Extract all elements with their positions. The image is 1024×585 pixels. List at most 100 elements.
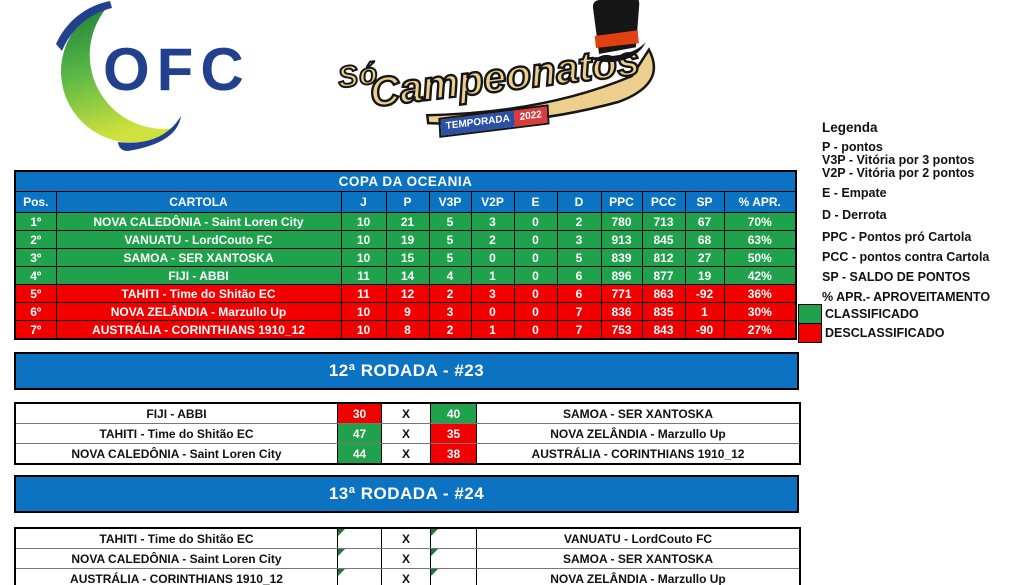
- match-row: FIJI - ABBI 30 X 40 SAMOA - SER XANTOSKA: [16, 404, 799, 423]
- round13-title: 13ª RODADA - #24: [328, 484, 485, 503]
- sp-cell: 1: [684, 302, 725, 321]
- legend-classified-row: CLASSIFICADO: [798, 304, 1024, 324]
- ppc-cell: 896: [600, 266, 643, 285]
- v2p-cell: 2: [470, 230, 515, 249]
- sp-cell: 68: [684, 230, 725, 249]
- e-cell: 0: [513, 212, 558, 231]
- d-cell: 7: [556, 320, 602, 340]
- apr-cell: 30%: [723, 302, 797, 321]
- legend-item: D - Derrota: [822, 208, 887, 222]
- j-cell: 10: [340, 302, 387, 321]
- legend-item: PCC - pontos contra Cartola: [822, 250, 990, 264]
- classified-swatch: [798, 304, 822, 324]
- match-row: NOVA CALEDÔNIA - Saint Loren City X SAMO…: [16, 548, 799, 568]
- apr-cell: 70%: [723, 212, 797, 231]
- cartola-cell: NOVA CALEDÔNIA - Saint Loren City: [55, 212, 342, 231]
- pos-cell: 7º: [14, 320, 57, 340]
- j-cell: 10: [340, 212, 387, 231]
- pos-cell: 4º: [14, 266, 57, 285]
- v2p-cell: 0: [470, 248, 515, 267]
- col-header-e: E: [513, 191, 558, 213]
- e-cell: 0: [513, 266, 558, 285]
- standings-row: 3º SAMOA - SER XANTOSKA 10 15 5 0 0 5 83…: [14, 248, 797, 267]
- versus-x: X: [401, 406, 410, 421]
- temporada-year: 2022: [514, 106, 548, 127]
- legend-item: % APR.- APROVEITAMENTO: [822, 290, 991, 304]
- d-cell: 7: [556, 302, 602, 321]
- declassified-swatch: [798, 323, 822, 343]
- legend-item: PPC - Pontos pró Cartola: [822, 230, 972, 244]
- e-cell: 0: [513, 320, 558, 340]
- pcc-cell: 845: [641, 230, 686, 249]
- home-score-empty: [337, 569, 382, 585]
- p-cell: 9: [385, 302, 430, 321]
- ofc-crescent-icon: [56, 1, 181, 151]
- e-cell: 0: [513, 284, 558, 303]
- e-cell: 0: [513, 302, 558, 321]
- apr-cell: 27%: [723, 320, 797, 340]
- home-score-empty: [337, 549, 382, 568]
- away-team: SAMOA - SER XANTOSKA: [562, 406, 713, 421]
- home-score: 30: [337, 404, 382, 423]
- col-header-pcc: PCC: [641, 191, 686, 213]
- v2p-cell: 3: [470, 284, 515, 303]
- ofc-wordmark: OFC: [103, 36, 251, 103]
- round12-banner: 12ª RODADA - #23: [14, 352, 799, 390]
- standings-title: COPA DA OCEANIA: [14, 170, 797, 192]
- ppc-cell: 839: [600, 248, 643, 267]
- v2p-cell: 1: [470, 320, 515, 340]
- apr-cell: 36%: [723, 284, 797, 303]
- col-header-cartola: CARTOLA: [55, 191, 342, 213]
- match-row: TAHITI - Time do Shitão EC 47 X 35 NOVA …: [16, 423, 799, 443]
- pcc-cell: 843: [641, 320, 686, 340]
- home-team: NOVA CALEDÔNIA - Saint Loren City: [71, 446, 282, 461]
- match-row: AUSTRÁLIA - CORINTHIANS 1910_12 X NOVA Z…: [16, 568, 799, 585]
- p-cell: 21: [385, 212, 430, 231]
- home-score: 44: [337, 444, 382, 463]
- away-team: VANUATU - LordCouto FC: [563, 531, 713, 546]
- declassified-label: DESCLASSIFICADO: [825, 326, 945, 340]
- away-score: 35: [430, 424, 477, 443]
- legend-declassified-row: DESCLASSIFICADO: [798, 323, 1024, 343]
- away-team: NOVA ZELÂNDIA - Marzullo Up: [550, 571, 726, 585]
- col-header-p: P: [385, 191, 430, 213]
- so-campeonatos-logo: Só Campeonatos TEMPORADA 2022: [333, 0, 668, 150]
- home-team: FIJI - ABBI: [146, 406, 207, 421]
- legend-item: V2P - Vitória por 2 pontos: [822, 166, 975, 180]
- v3p-cell: 5: [428, 230, 472, 249]
- standings-row: 4º FIJI - ABBI 11 14 4 1 0 6 896 877 19 …: [14, 266, 797, 285]
- sp-cell: 27: [684, 248, 725, 267]
- ppc-cell: 753: [600, 320, 643, 340]
- cartola-cell: SAMOA - SER XANTOSKA: [55, 248, 342, 267]
- versus-x: X: [401, 551, 410, 566]
- d-cell: 6: [556, 284, 602, 303]
- ppc-cell: 780: [600, 212, 643, 231]
- home-score: 47: [337, 424, 382, 443]
- sp-cell: 19: [684, 266, 725, 285]
- col-header-v2p: V2P: [470, 191, 515, 213]
- col-header-pos: Pos.: [14, 191, 57, 213]
- col-header-j: J: [340, 191, 387, 213]
- match-row: TAHITI - Time do Shitão EC X VANUATU - L…: [16, 529, 799, 548]
- pcc-cell: 713: [641, 212, 686, 231]
- versus-x: X: [401, 446, 410, 461]
- j-cell: 10: [340, 248, 387, 267]
- home-team: NOVA CALEDÔNIA - Saint Loren City: [71, 551, 282, 566]
- v3p-cell: 2: [428, 320, 472, 340]
- cartola-cell: FIJI - ABBI: [55, 266, 342, 285]
- pos-cell: 6º: [14, 302, 57, 321]
- ppc-cell: 913: [600, 230, 643, 249]
- v3p-cell: 4: [428, 266, 472, 285]
- apr-cell: 42%: [723, 266, 797, 285]
- sp-cell: -92: [684, 284, 725, 303]
- round12-title: 12ª RODADA - #23: [328, 361, 485, 380]
- j-cell: 10: [340, 230, 387, 249]
- cartola-cell: NOVA ZELÂNDIA - Marzullo Up: [55, 302, 342, 321]
- d-cell: 5: [556, 248, 602, 267]
- away-team: SAMOA - SER XANTOSKA: [562, 551, 713, 566]
- legend-item: E - Empate: [822, 186, 887, 200]
- v3p-cell: 5: [428, 212, 472, 231]
- pcc-cell: 877: [641, 266, 686, 285]
- col-header-ppc: PPC: [600, 191, 643, 213]
